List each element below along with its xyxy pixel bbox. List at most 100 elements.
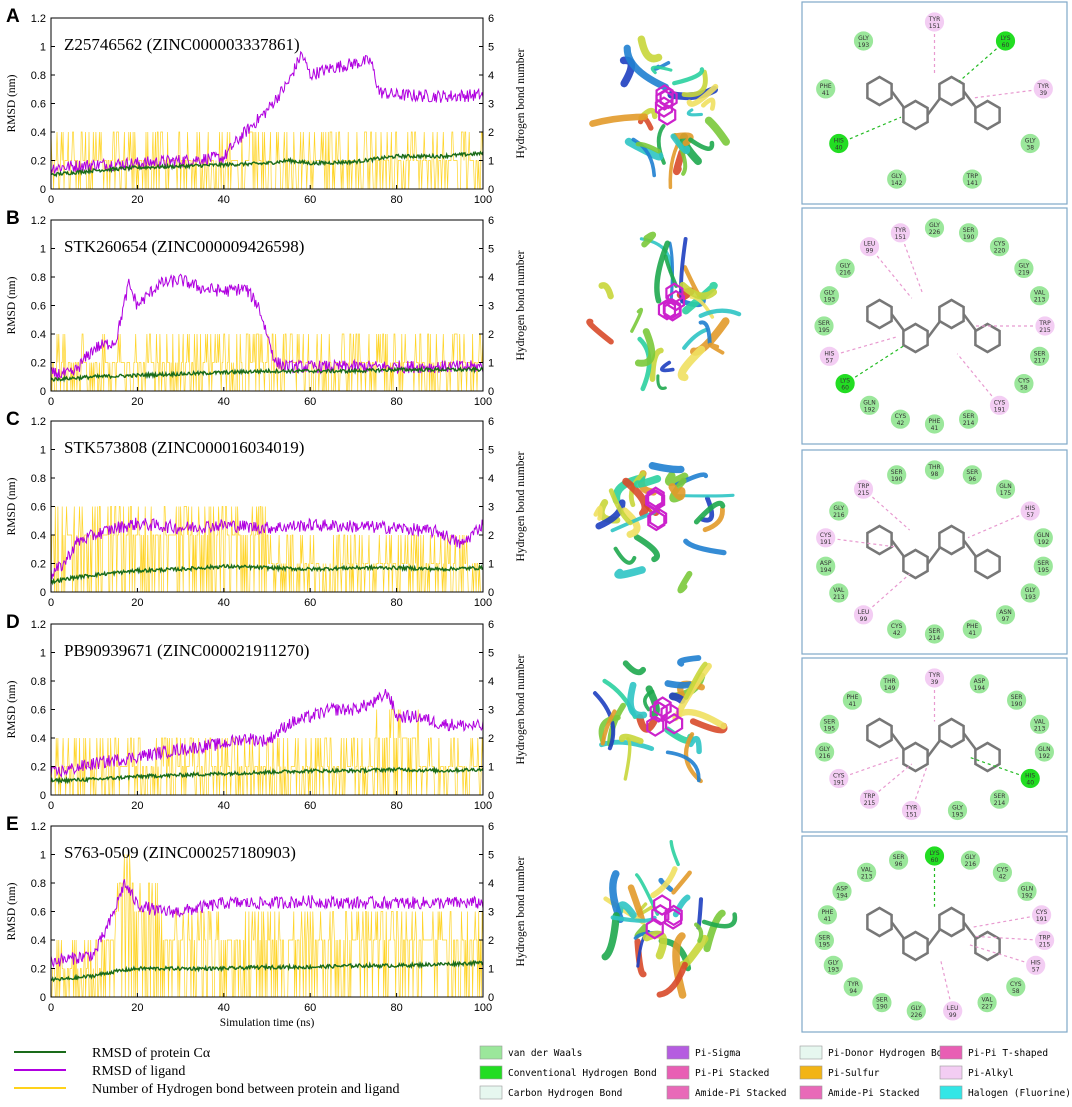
x-tick-label: 100 — [474, 396, 492, 408]
chart-panel-e: E00.20.40.60.811.201234560 20 40 60 80 100S76… — [6, 814, 527, 1029]
legend-label: RMSD of protein Cα — [92, 1046, 211, 1061]
chart-title: Z25746562 (ZINC000003337861) — [64, 35, 300, 54]
x-tick-label: 60 — [304, 1002, 316, 1014]
y-tick-label: 0.8 — [31, 272, 46, 284]
protein-rmsd-line — [51, 768, 483, 782]
residue-name: GLY — [1025, 138, 1036, 145]
legend-label: Pi-Alkyl — [968, 1068, 1014, 1079]
residue-name: GLN — [1021, 885, 1033, 892]
y-tick-label: 0.4 — [31, 530, 46, 542]
residue-number: 195 — [824, 725, 836, 732]
residue-number: 142 — [891, 180, 903, 187]
residue-number: 214 — [963, 420, 975, 427]
chart-title: STK260654 (ZINC000009426598) — [64, 237, 304, 256]
protein-structure-5 — [605, 842, 735, 995]
residue-number: 60 — [841, 385, 849, 392]
ribbon-strand — [671, 842, 678, 865]
residue-number: 217 — [1034, 357, 1046, 364]
residue-number: 38 — [1026, 145, 1034, 152]
y-tick-label: 1.2 — [31, 619, 46, 631]
residue-name: HIS — [824, 350, 834, 357]
y-tick-label: 1.2 — [31, 821, 46, 833]
interaction-panel-5: LYS60 GLY216CYS42GLN192CYS191TRP215HIS57C… — [802, 836, 1067, 1032]
residue-name: PHE — [966, 623, 978, 630]
residue-name: HIS — [1031, 959, 1041, 966]
y2-tick-label: 6 — [488, 215, 494, 227]
ribbon-strand — [637, 537, 657, 559]
x-tick-label: 40 — [218, 1002, 230, 1014]
residue-number: 99 — [866, 248, 874, 255]
residue-number: 42 — [897, 420, 905, 427]
y2-tick-label: 6 — [488, 416, 494, 428]
ribbon-strand — [605, 916, 616, 957]
ribbon-strand — [641, 39, 658, 58]
line-legend: RMSD of protein CαRMSD of ligandNumber o… — [14, 1046, 400, 1097]
legend-swatch — [800, 1046, 822, 1059]
y-tick-label: 0.6 — [31, 705, 46, 717]
y-tick-label: 1.2 — [31, 416, 46, 428]
legend-swatch — [480, 1046, 502, 1059]
residue-name: TRP — [1038, 934, 1051, 941]
residue-number: 191 — [1036, 916, 1048, 923]
residue-number: 190 — [963, 234, 975, 241]
hbond-series-line — [51, 855, 483, 998]
ribbon-strand — [701, 311, 739, 316]
residue-number: 175 — [1000, 490, 1012, 497]
x-tick-label: 60 — [304, 800, 316, 812]
residue-name: SER — [1034, 350, 1046, 357]
residue-name: TRP — [863, 793, 876, 800]
interaction-diagrams: TYR151LYS60TYR39GLY38TRP141GLY142HIS40PH… — [802, 2, 1067, 1032]
residue-number: 215 — [1039, 327, 1051, 334]
y-tick-label: 0.6 — [31, 99, 46, 111]
residue-number: 57 — [1032, 966, 1040, 973]
y-tick-label: 0.8 — [31, 878, 46, 890]
x-tick-label: 100 — [474, 194, 492, 206]
residue-number: 99 — [949, 1012, 957, 1019]
residue-number: 216 — [819, 753, 831, 760]
y-tick-label: 1 — [40, 648, 46, 660]
y2-tick-label: 1 — [488, 156, 494, 168]
ribbon-strand — [602, 285, 611, 296]
y-tick-label: 0.8 — [31, 70, 46, 82]
interaction-legend: van der WaalsConventional Hydrogen BondC… — [480, 1046, 1071, 1099]
y-tick-label: 0.8 — [31, 676, 46, 688]
residue-number: 41 — [824, 916, 832, 923]
residue-number: 193 — [824, 297, 836, 304]
residue-number: 195 — [1038, 567, 1050, 574]
residue-name: GLY — [858, 35, 869, 42]
y2-tick-label: 5 — [488, 850, 494, 862]
legend-swatch — [940, 1066, 962, 1079]
residue-number: 58 — [1012, 988, 1020, 995]
y2-tick-label: 5 — [488, 244, 494, 256]
residue-number: 194 — [820, 567, 832, 574]
y-tick-label: 0.2 — [31, 762, 46, 774]
residue-name: SER — [893, 854, 905, 861]
residue-number: 195 — [818, 327, 830, 334]
legend-label: Pi-Donor Hydrogen Bond — [828, 1048, 954, 1059]
chart-panel-c: C00.20.40.60.811.201234560 20 40 60 80 100STK… — [6, 409, 527, 609]
x-tick-label: 40 — [218, 396, 230, 408]
y2-tick-label: 4 — [488, 878, 494, 890]
residue-name: TRP — [857, 483, 870, 490]
y2-tick-label: 5 — [488, 42, 494, 54]
residue-number: 58 — [1020, 385, 1028, 392]
residue-number: 191 — [820, 539, 832, 546]
residue-name: GLY — [891, 173, 902, 180]
ribbon-strand — [616, 549, 635, 563]
residue-number: 39 — [931, 679, 939, 686]
residue-name: TYR — [846, 981, 859, 988]
residue-name: CYS — [891, 623, 903, 630]
chart-title: PB90939671 (ZINC000021911270) — [64, 641, 309, 660]
residue-number: 192 — [864, 406, 876, 413]
x-tick-label: 60 — [304, 194, 316, 206]
y2-tick-label: 2 — [488, 935, 494, 947]
legend-label: Conventional Hydrogen Bond — [508, 1068, 657, 1079]
residue-name: HIS — [1025, 773, 1035, 780]
legend-swatch — [800, 1086, 822, 1099]
y2-tick-label: 2 — [488, 530, 494, 542]
residue-number: 94 — [849, 988, 857, 995]
chart-panel-a: A00.20.40.60.811.201234560 20 40 60 80 100Z25… — [6, 6, 527, 206]
panel-letter: C — [6, 409, 20, 430]
residue-number: 149 — [884, 685, 896, 692]
